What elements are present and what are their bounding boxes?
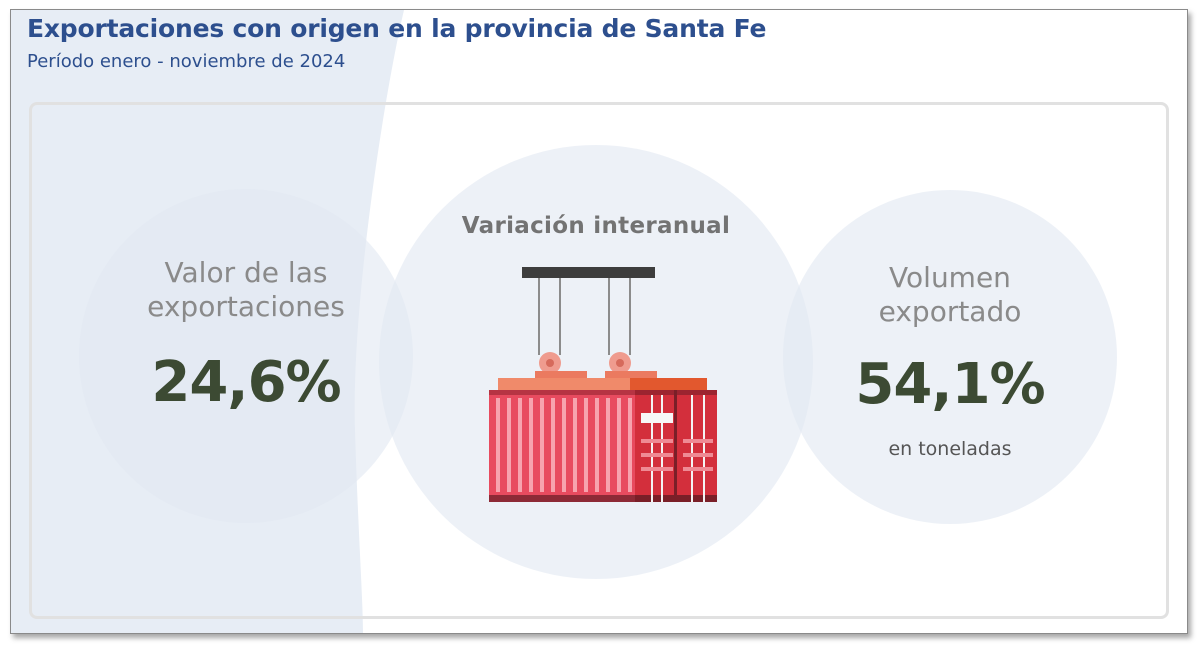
- value-label-line1: Valor de las: [164, 256, 328, 289]
- infographic-frame: Exportaciones con origen en la provincia…: [10, 9, 1188, 634]
- volume-unit: en toneladas: [888, 438, 1012, 460]
- center-circle: [379, 145, 813, 579]
- shipping-container-icon: [489, 267, 717, 502]
- page-subtitle: Período enero - noviembre de 2024: [27, 51, 346, 72]
- value-figure: 24,6%: [151, 350, 341, 415]
- value-label-line2: exportaciones: [147, 290, 345, 323]
- value-circle: [79, 189, 413, 523]
- volume-label-line1: Volumen: [889, 261, 1011, 294]
- volume-figure: 54,1%: [855, 352, 1045, 417]
- center-label: Variación interanual: [461, 213, 731, 239]
- volume-label-line2: exportado: [878, 295, 1022, 328]
- content-panel: [29, 102, 1169, 619]
- volume-circle: [783, 190, 1117, 524]
- page-title: Exportaciones con origen en la provincia…: [27, 14, 767, 43]
